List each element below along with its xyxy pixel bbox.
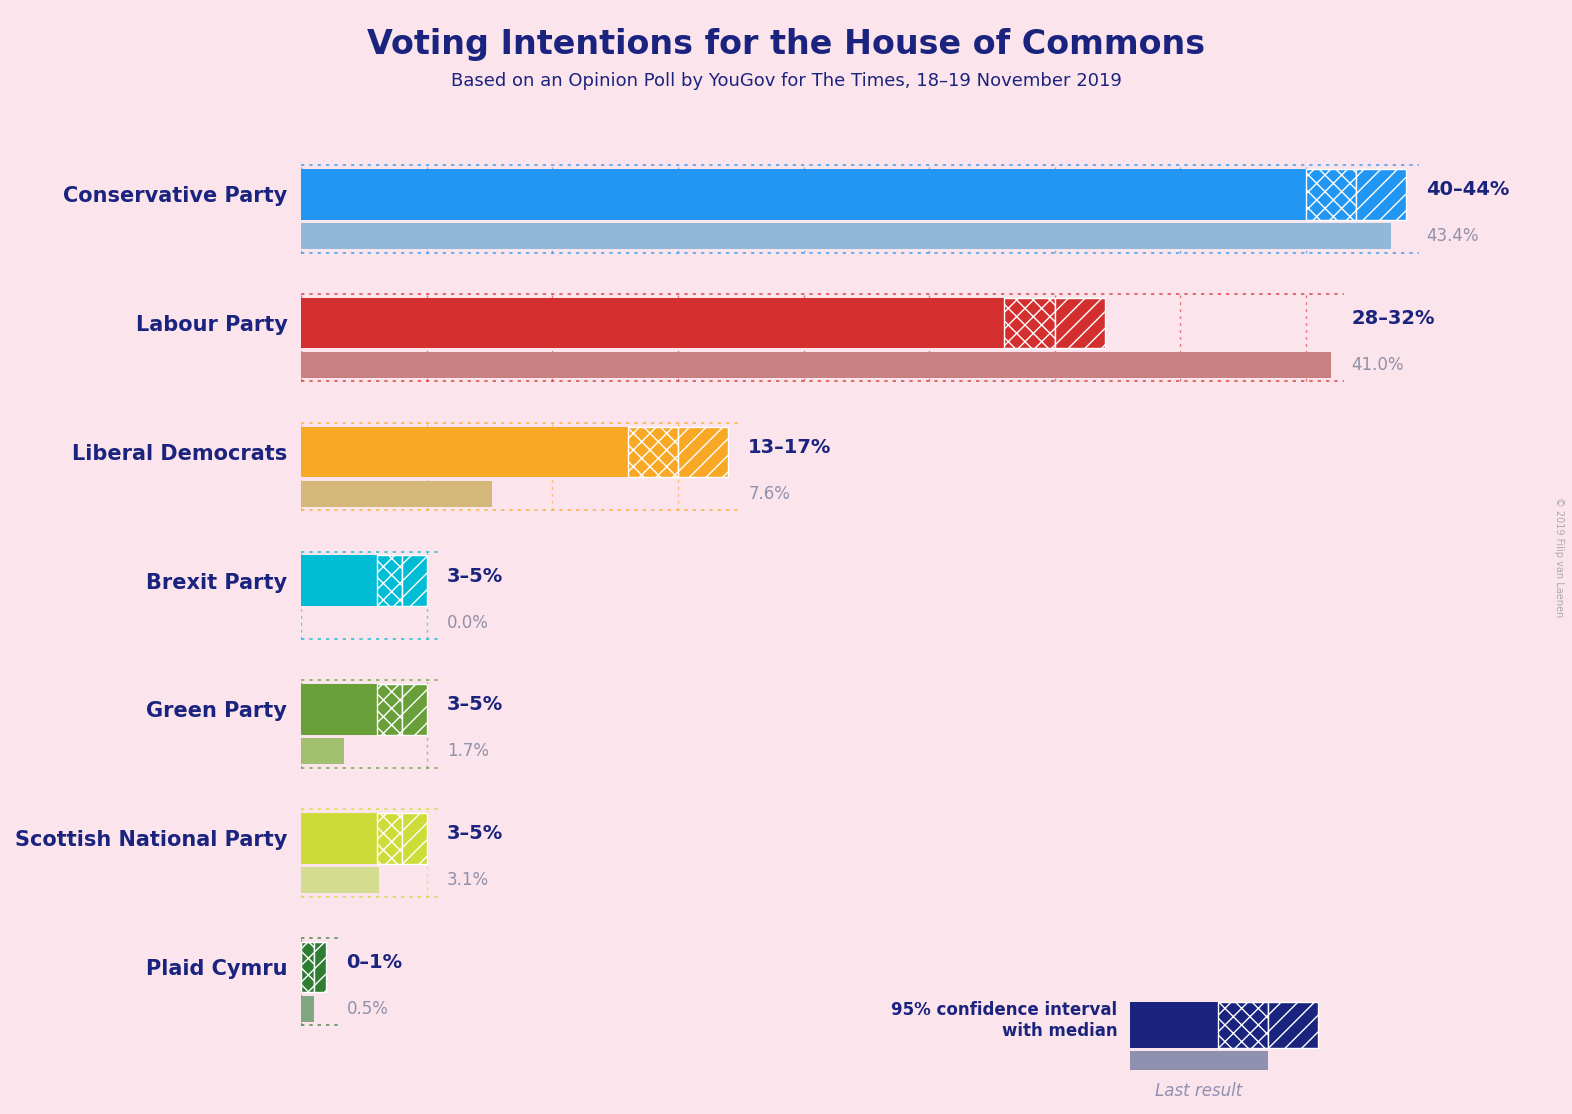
Bar bbox=[302, 481, 492, 507]
Text: 95% confidence interval
with median: 95% confidence interval with median bbox=[891, 1001, 1118, 1039]
Text: 1.7%: 1.7% bbox=[446, 742, 489, 761]
Text: 0.0%: 0.0% bbox=[446, 614, 489, 632]
Bar bbox=[402, 813, 428, 863]
Text: 40–44%: 40–44% bbox=[1426, 180, 1509, 199]
Bar bbox=[302, 297, 1005, 349]
Bar bbox=[402, 684, 428, 735]
Text: Based on an Opinion Poll by YouGov for The Times, 18–19 November 2019: Based on an Opinion Poll by YouGov for T… bbox=[451, 72, 1121, 90]
Bar bbox=[1130, 1003, 1218, 1048]
Bar bbox=[627, 427, 678, 477]
Text: 3–5%: 3–5% bbox=[446, 824, 503, 843]
Text: © 2019 Filip van Laenen: © 2019 Filip van Laenen bbox=[1555, 497, 1564, 617]
Text: 41.0%: 41.0% bbox=[1350, 356, 1404, 374]
Text: 0–1%: 0–1% bbox=[346, 952, 402, 971]
Text: 3–5%: 3–5% bbox=[446, 695, 503, 714]
Bar bbox=[302, 223, 1391, 250]
Text: 43.4%: 43.4% bbox=[1426, 227, 1479, 245]
Bar bbox=[678, 427, 728, 477]
Bar bbox=[302, 867, 379, 893]
Text: 0.5%: 0.5% bbox=[346, 1000, 388, 1018]
Bar bbox=[377, 813, 402, 863]
Bar bbox=[1269, 1003, 1319, 1048]
Bar bbox=[377, 684, 402, 735]
Bar bbox=[302, 813, 377, 863]
Bar bbox=[302, 739, 344, 764]
Bar bbox=[314, 941, 327, 993]
Bar bbox=[302, 352, 1331, 378]
Bar bbox=[402, 556, 428, 606]
Bar bbox=[1357, 169, 1407, 219]
Text: 3–5%: 3–5% bbox=[446, 567, 503, 586]
Text: 13–17%: 13–17% bbox=[748, 438, 832, 457]
Bar bbox=[302, 169, 1306, 219]
Bar bbox=[1306, 169, 1357, 219]
Bar bbox=[302, 684, 377, 735]
Text: Last result: Last result bbox=[1155, 1083, 1243, 1101]
Bar bbox=[1005, 297, 1055, 349]
Text: Voting Intentions for the House of Commons: Voting Intentions for the House of Commo… bbox=[366, 28, 1206, 61]
Bar bbox=[1218, 1003, 1269, 1048]
Bar bbox=[302, 941, 314, 993]
Text: 28–32%: 28–32% bbox=[1350, 309, 1435, 328]
Bar bbox=[302, 427, 627, 477]
Text: 7.6%: 7.6% bbox=[748, 485, 791, 502]
Bar bbox=[1130, 1052, 1269, 1077]
Bar bbox=[377, 556, 402, 606]
Bar bbox=[1055, 297, 1105, 349]
Bar bbox=[302, 996, 314, 1022]
Text: 3.1%: 3.1% bbox=[446, 871, 489, 889]
Bar bbox=[302, 556, 377, 606]
